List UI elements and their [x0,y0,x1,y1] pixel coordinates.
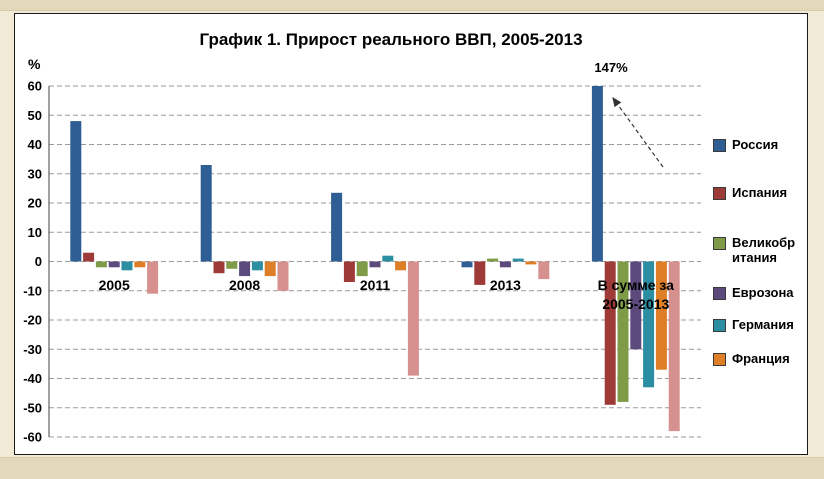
x-category-label: 2013 [490,277,521,293]
value-annotation: 147% [594,60,628,75]
bar-Россия-В сумме за [591,86,603,262]
bar-Испания-2013 [474,261,486,285]
bar-series-7-2013 [538,261,550,280]
y-tick-label: 40 [28,137,42,152]
legend-swatch-Великобритания [713,237,726,250]
annotation-arrow [612,97,664,168]
legend-swatch-Еврозона [713,287,726,300]
x-category-label: 2005 [99,277,130,293]
bar-Германия-2008 [251,261,263,271]
y-tick-label: 20 [28,196,42,211]
y-tick-label: -30 [23,342,42,357]
bar-Франция-2011 [395,261,407,271]
legend-swatch-Германия [713,319,726,332]
y-tick-label: 50 [28,108,42,123]
bar-Великобритания-2011 [356,261,368,277]
bar-Франция-В сумме за [655,261,667,370]
bar-Испания-2011 [343,261,355,282]
bar-series-7-2008 [277,261,289,291]
bar-series-7-2011 [407,261,419,376]
legend-label: Еврозона [732,285,794,300]
legend-item-Испания: Испания [713,185,787,200]
bar-Германия-2011 [382,255,394,262]
window-top-strip [0,0,824,11]
bar-Франция-2005 [134,261,146,268]
x-category-label: 2005-2013 [602,296,669,312]
bar-Франция-2013 [525,261,537,265]
bar-Испания-2005 [83,252,95,262]
y-tick-label: 10 [28,225,42,240]
x-category-label: 2011 [360,277,391,293]
legend-item-Германия: Германия [713,317,794,332]
bar-Испания-2008 [213,261,225,274]
bar-series-7-2005 [147,261,159,294]
legend-item-Россия: Россия [713,137,778,152]
bar-Германия-2013 [512,258,524,262]
bar-Франция-2008 [264,261,276,277]
y-tick-label: -40 [23,371,42,386]
chart-title: График 1. Прирост реального ВВП, 2005-20… [199,30,583,49]
legend-label: Великобр итания [732,235,796,265]
bar-Еврозона-2011 [369,261,381,268]
y-tick-label: -60 [23,430,42,445]
legend-label: Франция [732,351,790,366]
window-bottom-strip [0,457,824,479]
chart-panel: 60 50 40 30 20 10 0 -10 -20 -30 -40 -50 -60 2005 2008 2… [14,13,808,455]
bar-Еврозона-2013 [499,261,511,268]
y-tick-label: 30 [28,166,42,181]
bar-Германия-2005 [121,261,133,271]
bar-Германия-В сумме за [643,261,655,388]
x-category-label: В сумме за [598,277,675,293]
legend-item-Великобритания: Великобр итания [713,235,795,265]
bar-Еврозона-В сумме за [630,261,642,350]
y-tick-label: -10 [23,283,42,298]
bar-Россия-2005 [70,121,82,262]
bar-Великобритания-В сумме за [617,261,629,402]
legend-swatch-Испания [713,187,726,200]
bar-series-7-В сумме за [668,261,680,432]
bar-Великобритания-2013 [487,258,499,262]
bar-Россия-2013 [461,261,473,268]
legend-swatch-Франция [713,353,726,366]
bar-Россия-2008 [200,165,212,262]
y-tick-label: 0 [35,254,42,269]
legend-label: Германия [732,317,794,332]
y-tick-label: 60 [28,79,42,94]
bar-Великобритания-2005 [95,261,107,268]
chart-legend: Россия Испания Великобр итания Еврозона Герм… [15,14,807,454]
bar-chart-plot: 60 50 40 30 20 10 0 -10 -20 -30 -40 -50 -60 2005 2008 2… [23,79,701,445]
y-tick-label: -20 [23,313,42,328]
bar-Еврозона-2008 [239,261,251,277]
legend-label: Испания [732,185,788,200]
legend-swatch-Россия [713,139,726,152]
legend-label: Россия [732,137,779,152]
legend-item-Еврозона: Еврозона [713,285,794,300]
y-tick-label: -50 [23,400,42,415]
bar-Еврозона-2005 [108,261,120,268]
y-axis-unit-label: % [28,56,41,72]
bar-Великобритания-2008 [226,261,238,269]
legend-item-Франция: Франция [713,351,790,366]
bar-Испания-В сумме за [604,261,616,405]
x-category-label: 2008 [229,277,260,293]
bar-Россия-2011 [331,192,343,262]
